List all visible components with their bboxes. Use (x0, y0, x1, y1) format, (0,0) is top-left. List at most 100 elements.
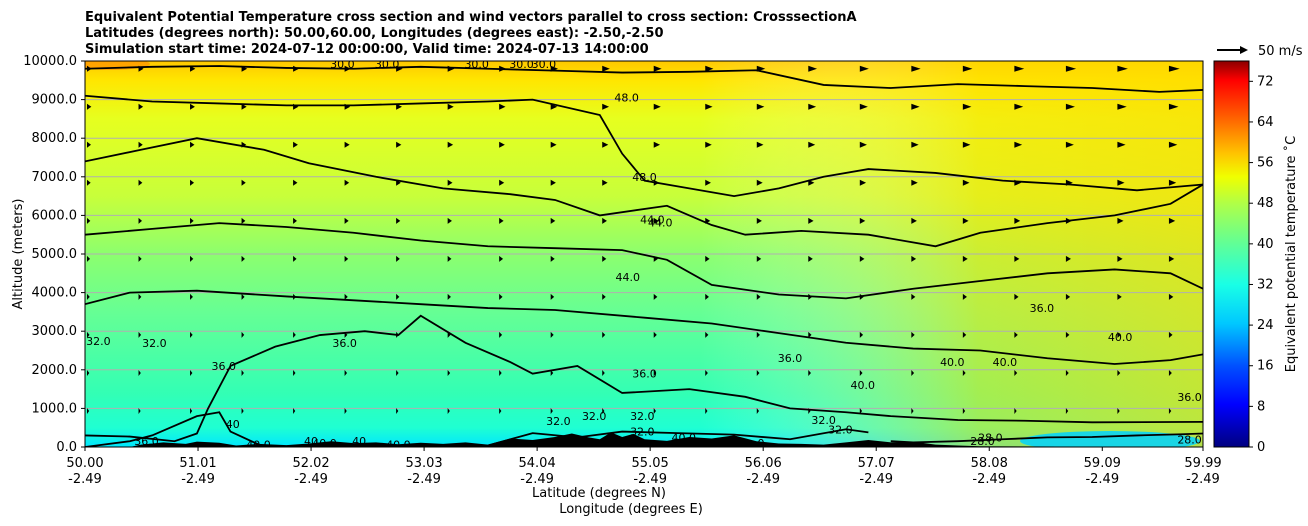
x-axis: 50.00-2.4951.01-2.4952.02-2.4953.03-2.49… (66, 447, 1222, 487)
wind-vector (1014, 141, 1023, 148)
y-axis: 0.0 1000.0 2000.0 3000.0 4000.0 5000.0 6000.0 7… (23, 54, 85, 455)
contour-label: 0 (757, 437, 764, 450)
wind-vector (962, 407, 966, 414)
wind-vector (1117, 141, 1126, 148)
contour-label: 30.0 (532, 58, 557, 71)
wind-vector (190, 407, 193, 414)
wind-vector (653, 407, 656, 414)
wind-vector (808, 255, 813, 262)
wind-vector (344, 141, 350, 148)
wind-vector (396, 217, 401, 224)
wind-vector (499, 293, 503, 300)
wind-vector (602, 331, 606, 338)
wind-vector (87, 179, 91, 186)
wind-vector (911, 369, 915, 376)
wind-vector (447, 293, 451, 300)
wind-vector (190, 369, 193, 376)
y-tick-label: 0.0 (56, 440, 77, 455)
contour-label: 40.0 (312, 437, 337, 450)
wind-vector (808, 103, 817, 110)
x-axis-label-latitude: Latitude (degrees N) (532, 486, 666, 501)
contour-label: 32.0 (142, 337, 167, 350)
wind-vector (1168, 407, 1172, 414)
contour-label: 48.0 (614, 92, 639, 105)
contour-label: 32.0 (582, 410, 607, 423)
wind-vector (138, 217, 142, 224)
colorbar-tick-label: 72 (1257, 74, 1274, 89)
wind-vector (447, 217, 452, 224)
wind-vector (190, 103, 195, 110)
colorbar-tick-label: 32 (1257, 277, 1274, 292)
wind-vector (241, 255, 245, 262)
wind-vector (87, 217, 91, 224)
wind-vector (396, 141, 402, 148)
wind-vector (911, 407, 914, 414)
wind-vector (1117, 293, 1122, 300)
title-line-2: Latitudes (degrees north): 50.00,60.00, … (85, 26, 664, 41)
contour-label: 28.0 (970, 435, 995, 448)
contour-label: 40 (352, 435, 366, 448)
x-tick-label-lat: 59.99 (1184, 456, 1221, 471)
wind-vector (756, 255, 762, 262)
contour-line (85, 222, 1203, 300)
wind-vector (962, 141, 971, 148)
wind-vector (602, 255, 607, 262)
contour-label: 32.0 (828, 424, 853, 437)
wind-vector (756, 141, 764, 148)
contour-label: 40.0 (851, 379, 876, 392)
wind-vector (499, 217, 504, 224)
wind-vector (1065, 255, 1071, 262)
x-tick-label-lon: -2.49 (1186, 472, 1220, 487)
wind-vector (962, 255, 968, 262)
x-tick-label-lat: 55.05 (632, 456, 669, 471)
contour-label: 44.0 (648, 216, 673, 229)
wind-vector (1014, 369, 1018, 376)
wind-vector (396, 103, 402, 110)
wind-vector (756, 103, 765, 110)
quiver-key-arrowhead (1240, 46, 1248, 54)
wind-vector (499, 141, 505, 148)
y-tick-label: 9000.0 (32, 93, 78, 108)
wind-vector (344, 217, 349, 224)
y-axis-label: Altitude (meters) (11, 199, 26, 310)
x-axis-label-longitude: Longitude (degrees E) (559, 502, 703, 517)
wind-vector (190, 331, 193, 338)
wind-vector (190, 293, 193, 300)
wind-vector (653, 103, 661, 110)
wind-vector (550, 179, 556, 186)
wind-vector (447, 103, 454, 110)
wind-vector (138, 141, 143, 148)
contour-label: 44.0 (640, 213, 665, 226)
contour-label: 40.0 (993, 356, 1018, 369)
contour-label: 30.0 (375, 58, 400, 71)
x-tick-label-lon: -2.49 (407, 472, 441, 487)
contour-label: 40.0 (671, 431, 696, 444)
wind-vector (241, 293, 245, 300)
wind-vector (138, 407, 141, 414)
wind-vector (705, 293, 709, 300)
wind-vector (1014, 407, 1017, 414)
wind-vector (293, 255, 297, 262)
chart-title: Equivalent Potential Temperature cross s… (85, 10, 857, 57)
contour-label: 32.0 (86, 335, 111, 348)
contour-label: 40 (304, 435, 318, 448)
wind-vector (190, 141, 195, 148)
wind-vector (447, 255, 452, 262)
contour-label: 40.0 (386, 439, 411, 452)
wind-vector (859, 141, 867, 148)
wind-vector (1065, 141, 1074, 148)
contour-label: 40.0 (246, 439, 271, 452)
wind-vector (550, 331, 554, 338)
wind-vector (447, 141, 454, 148)
wind-vector (1117, 369, 1121, 376)
title-line-3: Simulation start time: 2024-07-12 00:00:… (85, 42, 649, 57)
wind-vector (602, 407, 605, 414)
contour-label: 30.0 (464, 58, 489, 71)
x-tick-label-lon: -2.49 (520, 472, 554, 487)
wind-vector (1117, 103, 1127, 110)
wind-vector (911, 103, 920, 110)
wind-vector (87, 141, 91, 148)
wind-vector (138, 103, 144, 110)
wind-vector (499, 331, 503, 338)
wind-vector (653, 217, 659, 224)
